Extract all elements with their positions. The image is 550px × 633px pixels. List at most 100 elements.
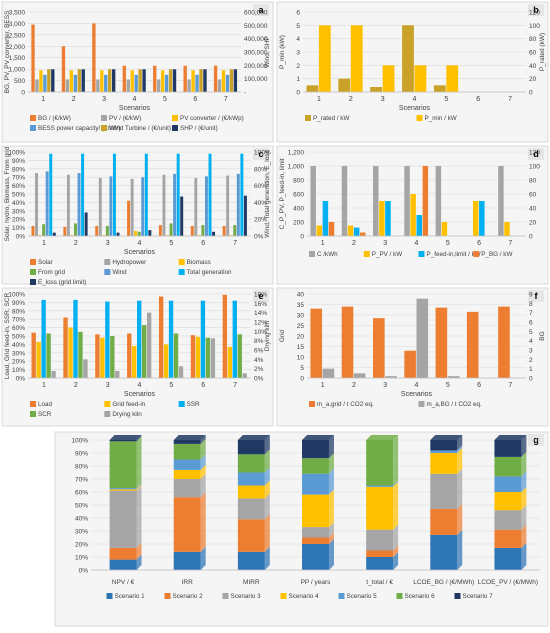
legend-swatch — [30, 279, 36, 285]
bar — [51, 371, 56, 378]
bar — [108, 69, 112, 92]
legend-swatch — [305, 115, 311, 121]
bar — [504, 222, 510, 236]
legend-swatch — [418, 401, 425, 407]
stacked-segment — [366, 557, 394, 570]
y-tick-label: 2,000 — [9, 44, 26, 51]
y-tick-label: 70% — [12, 317, 25, 324]
y-tick-label: 0% — [16, 234, 26, 241]
y2-tick-label: 4 — [529, 338, 533, 345]
bar — [116, 232, 120, 236]
category-label: 5 — [163, 96, 167, 103]
y-tick-label: 50% — [12, 334, 25, 341]
stacked-segment-side — [200, 438, 206, 460]
category-label: 4 — [133, 96, 137, 103]
panel-tag-bg-d — [528, 148, 544, 160]
category-label: 6 — [477, 240, 481, 247]
stacked-segment — [237, 472, 265, 486]
bar — [222, 225, 226, 236]
legend-label: BESS power capacity/ (€/kW) — [38, 125, 121, 132]
stacked-segment — [109, 547, 137, 560]
legend-label: Drying kiln — [112, 411, 142, 418]
y-tick-label: 100% — [8, 150, 25, 157]
legend-label: PV / (€/kW) — [109, 115, 141, 122]
y-tick-label: 70% — [12, 175, 25, 182]
chart-panel-d: d 0 200 400 600 800 1,000 1,200 0 20 40 60 80 100 120 C… — [276, 145, 549, 285]
legend-swatch — [164, 593, 171, 599]
bar — [190, 335, 196, 378]
stacked-segment-side — [328, 539, 334, 570]
bar — [190, 225, 194, 236]
y-axis-label: Grid — [279, 329, 286, 342]
legend-swatch — [104, 269, 111, 275]
category-label: 7 — [508, 382, 512, 389]
bar — [142, 69, 146, 92]
y2-tick-label: 0% — [254, 376, 264, 383]
y-tick-label: 30% — [12, 350, 25, 357]
y2-tick-label: 8% — [254, 338, 264, 345]
legend-label: PV converter / (€/kWp) — [180, 115, 244, 122]
y2-tick-label: 7 — [529, 310, 533, 317]
stacked-segment — [494, 440, 522, 457]
stacked-segment-side — [264, 546, 270, 570]
y2-tick-label: 2% — [254, 366, 264, 373]
y-tick-label: 5 — [300, 365, 304, 372]
y2-tick-label: 0 — [529, 234, 533, 241]
bar — [213, 65, 218, 92]
stacked-segment-side — [393, 480, 399, 487]
bar — [65, 79, 70, 92]
bar — [204, 176, 208, 236]
bar — [36, 341, 41, 378]
stacked-segment — [173, 479, 201, 498]
category-label: 4 — [415, 240, 419, 247]
bar — [435, 166, 442, 236]
category-label: MIRR — [243, 579, 260, 586]
category-label: 2 — [74, 240, 78, 247]
y-tick-label: 20% — [12, 359, 25, 366]
bar — [144, 153, 148, 236]
bar — [141, 325, 147, 378]
bar — [225, 74, 230, 92]
y-tick-label: 60% — [12, 183, 25, 190]
bar — [69, 70, 74, 92]
y2-tick-label: 120 — [529, 150, 540, 157]
stacked-segment — [237, 485, 265, 499]
legend-label: BG / (€/kW) — [38, 115, 71, 122]
y-tick-label: 90% — [75, 451, 88, 458]
bar — [347, 225, 354, 236]
stacked-segment-side — [457, 448, 463, 474]
bar — [160, 70, 165, 92]
y-tick-label: 0 — [300, 234, 304, 241]
y-tick-label: 30 — [297, 313, 305, 320]
y2-tick-label: 12% — [254, 320, 267, 327]
y2-tick-label: 100,000 — [244, 76, 268, 83]
bar — [132, 346, 137, 378]
bar — [404, 166, 410, 236]
bar — [240, 153, 244, 236]
bar — [78, 331, 83, 378]
stacked-segment — [237, 440, 265, 455]
stacked-segment-side — [136, 484, 142, 491]
bar — [66, 174, 70, 236]
bar — [498, 166, 504, 236]
stacked-segment-side — [200, 492, 206, 552]
y-tick-label: 3,000 — [9, 21, 26, 28]
bar — [233, 69, 238, 92]
y-tick-label: 60% — [75, 490, 88, 497]
legend-swatch — [30, 115, 36, 121]
y2-tick-label: 40 — [529, 206, 537, 213]
category-label: 2 — [349, 96, 353, 103]
stacked-segment-side — [328, 468, 334, 495]
stacked-segment-side — [521, 435, 527, 457]
bar — [77, 173, 81, 236]
y-tick-label: 100% — [71, 438, 88, 445]
bar — [373, 166, 379, 236]
bar — [210, 338, 216, 378]
y-tick-label: 1,000 — [9, 67, 26, 74]
stacked-segment-side — [136, 485, 142, 548]
category-label: 5 — [169, 240, 173, 247]
y2-tick-label: 0 — [529, 376, 533, 383]
stacked-segment — [302, 537, 329, 544]
category-label: IRR — [182, 579, 194, 586]
